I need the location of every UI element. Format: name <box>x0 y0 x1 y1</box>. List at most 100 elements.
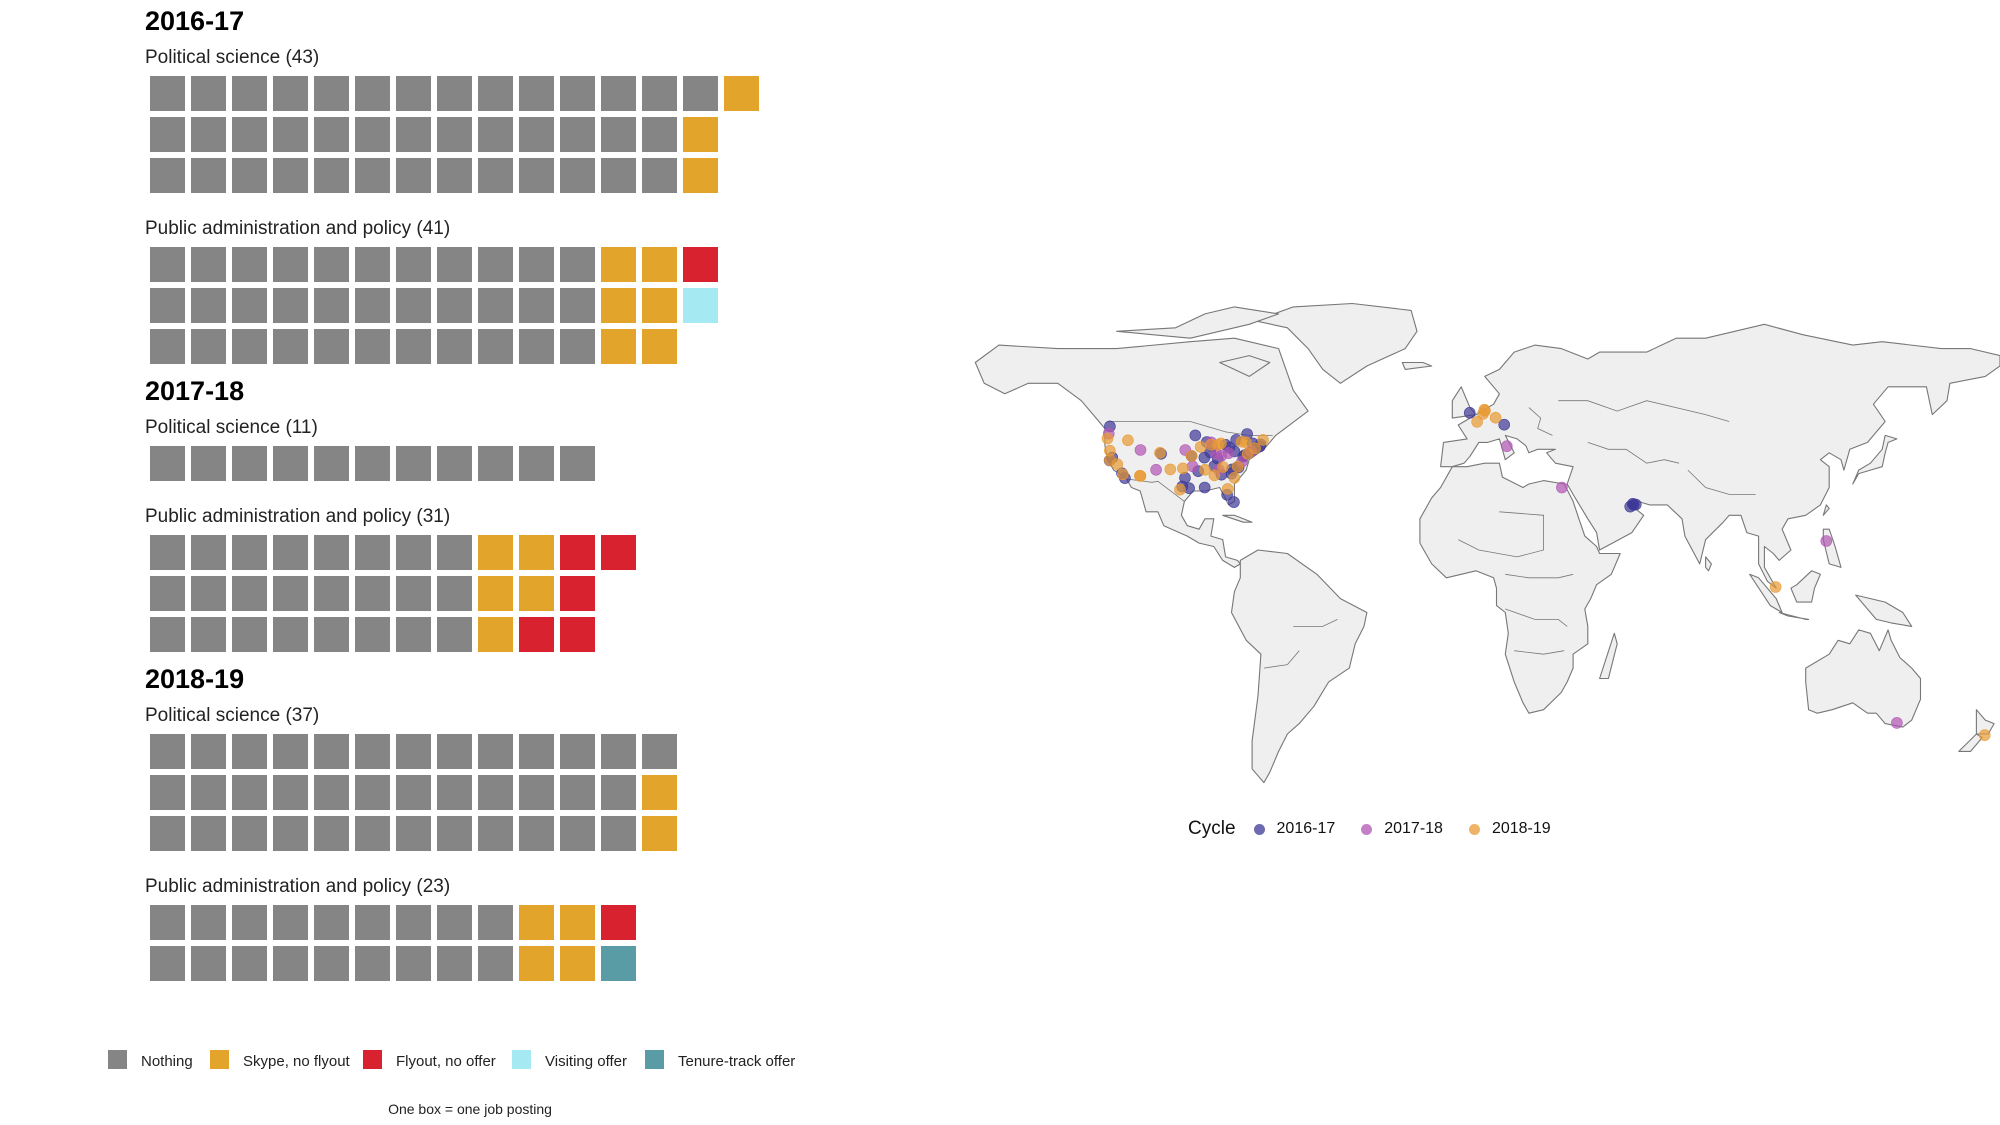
map-point <box>1154 447 1166 459</box>
waffle-box <box>355 76 390 111</box>
waffle-box <box>478 446 513 481</box>
country-shape <box>1230 549 1368 784</box>
map-legend-title: Cycle <box>1188 818 1236 839</box>
waffle-box <box>437 329 472 364</box>
country-border <box>1293 619 1338 627</box>
country-shape <box>1440 323 2000 589</box>
waffle-box <box>519 76 554 111</box>
waffle-box <box>560 617 595 652</box>
waffle-box <box>273 905 308 940</box>
country-border <box>1587 442 1680 464</box>
map-point <box>1463 407 1476 419</box>
waffle-box <box>150 816 185 851</box>
map-legend-item-2017-18: 2017-18 <box>1361 820 1443 838</box>
waffle-box <box>560 775 595 810</box>
group-title: Public administration and policy (23) <box>145 876 450 897</box>
waffle-box <box>396 247 431 282</box>
waffle-box <box>191 535 226 570</box>
map-point <box>1257 434 1269 446</box>
waffle-box <box>314 158 349 193</box>
legend-swatch <box>645 1050 664 1069</box>
map-legend-item-2018-19: 2018-19 <box>1468 820 1551 838</box>
waffle-box <box>273 946 308 981</box>
waffle-box <box>642 158 677 193</box>
waffle-box <box>273 288 308 323</box>
waffle-box <box>314 734 349 769</box>
map-point <box>1164 463 1177 476</box>
waffle-box <box>150 288 185 323</box>
waffle-box <box>191 816 226 851</box>
waffle-box <box>355 905 390 940</box>
waffle-box <box>191 158 226 193</box>
waffle-box <box>150 576 185 611</box>
map-point <box>1199 464 1211 476</box>
waffle-box <box>314 535 349 570</box>
waffle-box <box>232 329 267 364</box>
map-point <box>1471 416 1483 428</box>
waffle-box <box>232 535 267 570</box>
world-map <box>974 302 2000 784</box>
waffle-note: One box = one job posting <box>388 1101 552 1117</box>
waffle-box <box>232 734 267 769</box>
waffle-box <box>437 117 472 152</box>
waffle-box <box>273 535 308 570</box>
map-legend-swatch <box>1253 823 1265 835</box>
waffle-box <box>519 329 554 364</box>
waffle-box <box>314 816 349 851</box>
waffle-box <box>642 329 677 364</box>
legend-swatch <box>108 1050 127 1069</box>
waffle-box <box>355 535 390 570</box>
waffle-box <box>478 288 513 323</box>
waffle-box <box>601 247 636 282</box>
waffle-box <box>519 535 554 570</box>
waffle-box <box>519 576 554 611</box>
waffle-box <box>273 576 308 611</box>
map-legend: Cycle 2016-17 2017-18 2018-19 <box>1188 818 1577 840</box>
waffle-box <box>478 905 513 940</box>
map-point <box>1134 444 1147 456</box>
waffle-box <box>560 816 595 851</box>
waffle-box <box>560 329 595 364</box>
waffle-box <box>314 329 349 364</box>
map-point <box>1231 460 1244 473</box>
waffle-box <box>191 734 226 769</box>
waffle-box <box>601 76 636 111</box>
map-point <box>1205 439 1217 451</box>
waffle-box <box>683 117 718 152</box>
waffle-box <box>478 329 513 364</box>
waffle-box <box>437 446 472 481</box>
waffle-box <box>437 905 472 940</box>
country-shape <box>1705 556 1712 572</box>
map-point <box>1122 434 1134 447</box>
country-shape <box>1958 733 1983 752</box>
waffle-box <box>519 775 554 810</box>
waffle-box <box>642 117 677 152</box>
waffle-box <box>437 775 472 810</box>
map-point <box>1134 470 1147 482</box>
waffle-box <box>519 247 554 282</box>
map-point <box>1891 717 1903 729</box>
waffle-box <box>478 247 513 282</box>
waffle-box <box>396 816 431 851</box>
waffle-box <box>191 946 226 981</box>
waffle-box <box>314 576 349 611</box>
waffle-box <box>683 158 718 193</box>
country-border <box>1263 650 1300 669</box>
waffle-box <box>396 617 431 652</box>
waffle-box <box>601 117 636 152</box>
map-legend-swatch <box>1468 823 1480 835</box>
legend-swatch <box>210 1050 229 1069</box>
waffle-box <box>191 576 226 611</box>
country-shape <box>1222 514 1253 523</box>
waffle-box <box>478 775 513 810</box>
waffle-box <box>560 946 595 981</box>
map-point <box>1820 535 1833 547</box>
waffle-box <box>683 76 718 111</box>
waffle-box <box>314 617 349 652</box>
waffle-box <box>560 446 595 481</box>
waffle-box <box>232 576 267 611</box>
waffle-box <box>519 446 554 481</box>
map-land <box>974 302 2000 784</box>
waffle-box <box>478 535 513 570</box>
waffle-box <box>232 76 267 111</box>
